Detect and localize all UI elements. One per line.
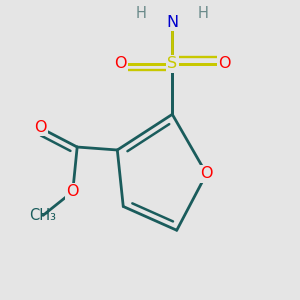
Text: H: H: [198, 6, 209, 21]
Text: O: O: [34, 120, 46, 135]
Text: N: N: [166, 15, 178, 30]
Text: O: O: [218, 56, 231, 71]
Text: O: O: [67, 184, 79, 199]
Text: O: O: [200, 166, 213, 181]
Text: CH₃: CH₃: [29, 208, 56, 223]
Text: O: O: [114, 56, 127, 71]
Text: S: S: [167, 56, 177, 71]
Text: H: H: [136, 6, 146, 21]
